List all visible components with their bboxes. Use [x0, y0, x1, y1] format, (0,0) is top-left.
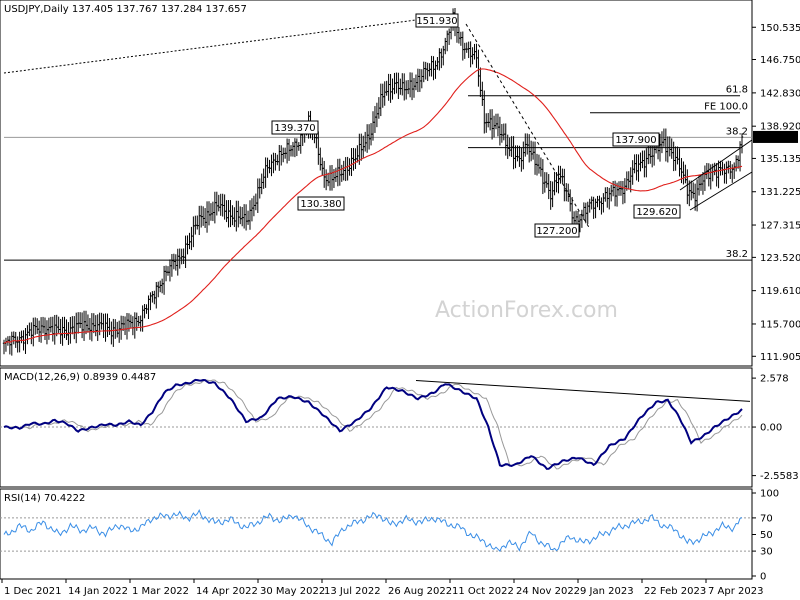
rsi-panel: 100 70 50 30 0 — [0, 489, 779, 583]
watermark-text: ActionForex.com — [435, 298, 618, 323]
price-callout-box — [271, 120, 319, 135]
rsi-panel-frame — [0, 488, 753, 580]
macd-ytick-label: 0.00 — [760, 423, 782, 434]
price-callout-box — [633, 204, 681, 219]
price-moving-average — [3, 68, 743, 344]
rsi-line — [3, 508, 743, 552]
x-tick-label: 9 Jan 2023 — [580, 586, 634, 597]
fib-level-label: 38.2 — [726, 249, 748, 260]
rsi-ytick-label: 50 — [760, 530, 773, 541]
x-tick-label: 24 Nov 2022 — [516, 586, 580, 597]
last-price-tag — [753, 130, 798, 143]
decline-trendline — [465, 23, 591, 230]
x-tick-label: 1 Dec 2021 — [4, 586, 62, 597]
price-ytick-label: 138.920 — [760, 122, 800, 133]
price-callout-label: 129.620 — [636, 207, 677, 218]
long-trendline — [3, 19, 417, 74]
price-ytick-label: 119.610 — [760, 286, 800, 297]
price-ytick-label: 123.520 — [760, 253, 800, 264]
macd-trendline — [415, 380, 751, 402]
price-ytick-label: 150.535 — [760, 23, 800, 34]
x-tick-label: 22 Feb 2023 — [644, 586, 706, 597]
macd-ytick-label: -2.5583 — [760, 471, 799, 482]
channel-lower — [689, 171, 753, 211]
x-tick-label: 26 Aug 2022 — [388, 586, 452, 597]
price-ytick-label: 146.750 — [760, 55, 800, 66]
price-panel-frame — [0, 0, 753, 367]
x-tick-label: 14 Jan 2022 — [68, 586, 128, 597]
price-panel-title: USDJPY,Daily 137.405 137.767 137.284 137… — [4, 4, 247, 15]
last-price-label: 137.657 — [754, 132, 795, 143]
rsi-ytick-label: 0 — [760, 572, 766, 583]
rsi-ytick-label: 100 — [760, 489, 779, 500]
price-callout-label: 151.930 — [416, 16, 457, 27]
price-callout-box — [534, 223, 580, 238]
channel-upper — [679, 139, 753, 191]
price-ytick-label: 115.700 — [760, 319, 800, 330]
price-callout-box — [415, 13, 459, 28]
x-axis: 1 Dec 2021 14 Jan 2022 1 Mar 2022 14 Apr 20… — [1, 579, 763, 597]
fib-level-label: FE 100.0 — [704, 102, 748, 113]
price-callout-box — [297, 196, 345, 211]
rsi-panel-title: RSI(14) 70.4222 — [4, 493, 85, 504]
price-ytick-label: 127.315 — [760, 221, 800, 232]
fib-level-label: 38.2 — [726, 126, 748, 137]
macd-panel-title: MACD(12,26,9) 0.8939 0.4487 — [4, 372, 156, 383]
macd-line — [3, 378, 743, 470]
x-tick-label: 30 May 2022 — [260, 586, 325, 597]
price-callout-box — [612, 132, 660, 147]
x-tick-label: 1 Mar 2022 — [132, 586, 189, 597]
macd-signal-line — [4, 379, 743, 470]
x-tick-label: 13 Jul 2022 — [324, 586, 381, 597]
price-callout-label: 137.900 — [615, 135, 656, 146]
price-callout-label: 139.370 — [274, 123, 315, 134]
price-callout-label: 130.380 — [300, 199, 341, 210]
x-tick-label: 7 Apr 2023 — [708, 586, 763, 597]
price-ytick-label: 142.830 — [760, 88, 800, 99]
price-panel: 150.535 146.750 142.830 138.920 135.135 131.2… — [2, 8, 800, 363]
fib-level-label: 61.8 — [726, 85, 748, 96]
rsi-ytick-label: 30 — [760, 547, 773, 558]
macd-ytick-label: 2.578 — [760, 374, 789, 385]
macd-panel: 2.578 0.00 -2.5583 — [0, 374, 799, 482]
price-ytick-label: 135.135 — [760, 154, 800, 165]
rsi-ytick-label: 70 — [760, 513, 773, 524]
x-tick-label: 14 Apr 2022 — [196, 586, 258, 597]
price-ytick-label: 131.225 — [760, 187, 800, 198]
price-ytick-label: 111.905 — [760, 352, 800, 363]
x-tick-label: 11 Oct 2022 — [452, 586, 514, 597]
price-callout-label: 127.200 — [536, 226, 577, 237]
